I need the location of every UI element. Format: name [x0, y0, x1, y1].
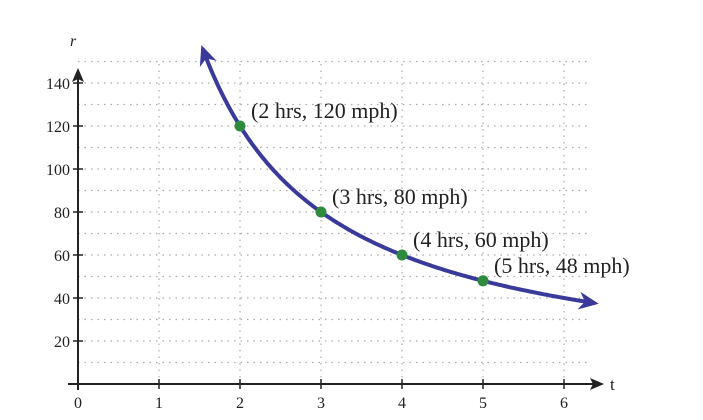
tick-labels: 0 1 2 3 4 5 6 20 40 60 80 100 120 140	[46, 76, 568, 412]
y-tick-label: 80	[54, 205, 70, 222]
curve-end-arrow-icon	[577, 291, 599, 310]
x-tick-label: 4	[398, 395, 406, 412]
grid	[78, 60, 591, 384]
data-label: (4 hrs, 60 mph)	[413, 227, 549, 252]
y-tick-label: 20	[54, 334, 70, 351]
x-tick-label: 3	[317, 395, 325, 412]
x-tick-label: 0	[74, 395, 82, 412]
data-points: (2 hrs, 120 mph) (3 hrs, 80 mph) (4 hrs, 6…	[234, 98, 630, 287]
y-tick-label: 100	[46, 162, 70, 179]
x-axis-label: t	[610, 375, 615, 394]
x-tick-label: 6	[560, 395, 568, 412]
data-point	[234, 120, 246, 132]
data-label: (5 hrs, 48 mph)	[494, 253, 630, 278]
data-label: (2 hrs, 120 mph)	[251, 98, 398, 123]
data-point	[396, 249, 408, 261]
x-tick-label: 1	[155, 395, 163, 412]
y-tick-label: 140	[46, 76, 70, 93]
y-axis-arrow-icon	[72, 68, 84, 82]
y-tick-label: 40	[54, 291, 70, 308]
y-axis-label: r	[70, 33, 77, 50]
curve-start-arrow-icon	[199, 45, 217, 68]
x-tick-label: 2	[236, 395, 244, 412]
x-tick-label: 5	[479, 395, 487, 412]
y-tick-label: 120	[46, 119, 70, 136]
axes: tr	[68, 33, 615, 394]
data-point	[477, 275, 489, 287]
data-label: (3 hrs, 80 mph)	[332, 184, 468, 209]
y-tick-label: 60	[54, 248, 70, 265]
x-axis-arrow-icon	[590, 378, 604, 390]
data-point	[315, 206, 327, 218]
